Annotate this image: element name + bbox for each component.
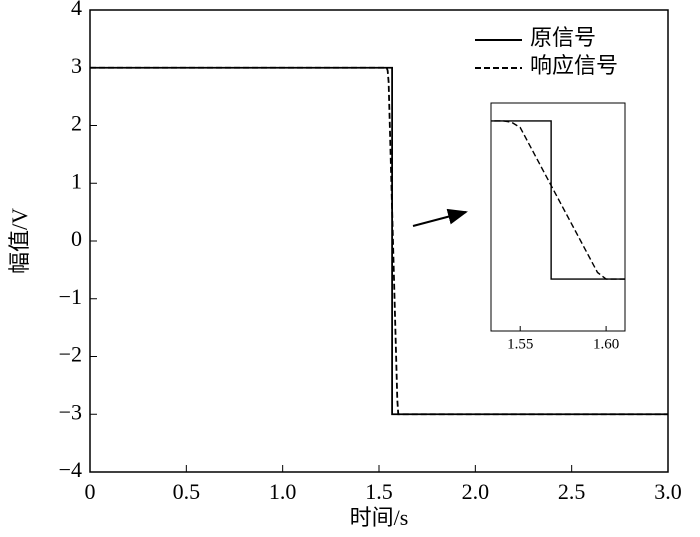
y-tick-label: 2 (71, 111, 82, 136)
x-tick-label: 1.0 (269, 479, 297, 504)
y-tick-label: −2 (59, 342, 82, 367)
x-tick-label: 1.5 (365, 479, 393, 504)
y-axis-label: 幅值/V (7, 208, 32, 274)
inset-arrow (412, 208, 468, 227)
y-tick-label: −4 (59, 457, 82, 482)
x-tick-label: 2.0 (462, 479, 490, 504)
inset-x-tick-label: 1.60 (593, 336, 619, 352)
y-tick-label: 3 (71, 53, 82, 78)
inset-frame (490, 102, 626, 332)
y-tick-label: 4 (71, 0, 82, 20)
y-tick-label: −3 (59, 399, 82, 424)
series-line (90, 66, 668, 416)
x-tick-label: 0.5 (173, 479, 201, 504)
legend-label: 原信号 (530, 25, 596, 50)
x-tick-label: 3.0 (654, 479, 682, 504)
y-tick-label: 0 (71, 226, 82, 251)
series-line (491, 120, 625, 280)
inset-x-tick-label: 1.55 (507, 336, 533, 352)
x-tick-label: 0 (85, 479, 96, 504)
y-tick-label: 1 (71, 168, 82, 193)
legend-label: 响应信号 (530, 53, 618, 78)
x-axis-label: 时间/s (350, 505, 409, 530)
series-line (491, 120, 625, 280)
y-tick-label: −1 (59, 284, 82, 309)
x-tick-label: 2.5 (558, 479, 586, 504)
